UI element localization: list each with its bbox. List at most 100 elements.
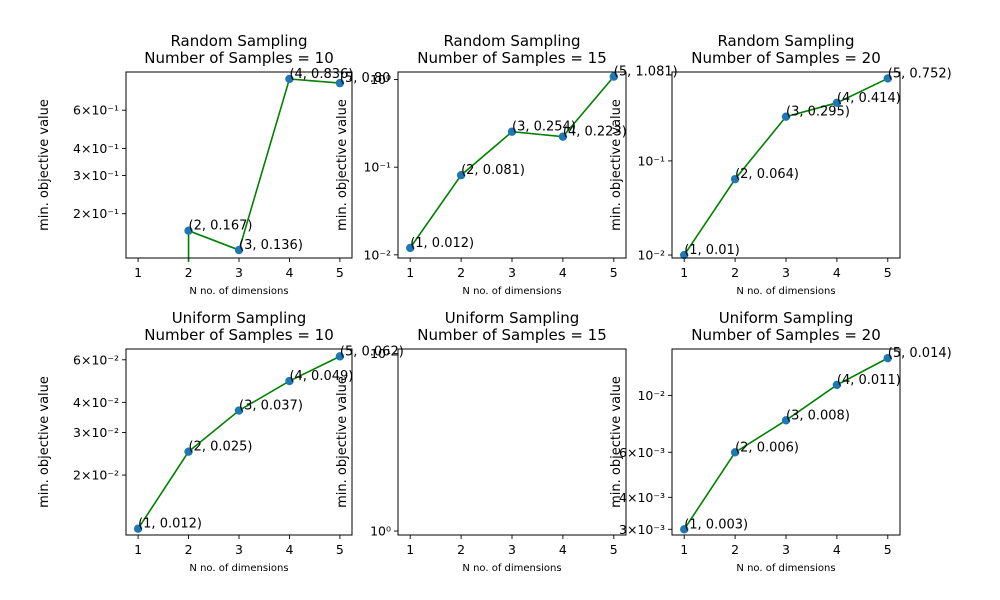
data-point [133,524,143,533]
x-tick-label: 1 [680,542,688,557]
plot-frame [671,348,901,536]
data-point [234,406,244,415]
plot-frame [397,348,627,536]
x-tick-label: 5 [610,265,618,280]
y-tick-label: 3×10⁻¹ [73,168,119,183]
data-label: (2, 0.064) [735,167,799,182]
y-tick-label: 10⁰ [370,524,391,539]
x-tick-label: 5 [336,542,344,557]
y-axis-label: min. objective value [37,99,52,231]
x-tick-label: 2 [731,265,739,280]
x-axis-label: N no. of dimensions [462,563,561,574]
x-tick-label: 1 [406,542,414,557]
data-point [680,525,689,534]
data-point [335,352,345,361]
x-tick-label: 2 [457,265,465,280]
data-label: (2, 0.025) [189,440,253,455]
data-label: (3, 0.254) [512,120,576,135]
data-label: (5, 0.80 [340,71,391,86]
x-tick-label: 4 [285,265,293,280]
y-tick-label: 6×10⁻¹ [73,103,119,118]
data-label: (4, 0.414) [837,91,901,106]
data-label: (3, 0.008) [786,408,850,423]
data-point [781,112,791,121]
y-axis-label: min. objective value [335,376,350,508]
data-label: (5, 0.752) [888,66,952,81]
y-tick-label: 10⁻² [637,388,665,403]
y-axis-label: min. objective value [335,99,350,231]
data-point [730,174,740,184]
x-tick-label: 4 [833,542,841,557]
y-tick-label: 6×10⁻² [73,352,119,367]
y-tick-label: 2×10⁻² [73,468,119,483]
x-tick-label: 2 [731,542,739,557]
data-point [883,353,892,363]
y-tick-label: 3×10⁻³ [619,522,665,537]
data-label: (1, 0.012) [410,236,474,251]
x-tick-label: 5 [336,265,344,280]
data-point [406,243,415,253]
y-tick-label: 10¹ [370,346,391,361]
x-axis-label: N no. of dimensions [462,286,561,297]
data-point [883,74,892,83]
subplot-title: Uniform Sampling Number of Samples = 10 [144,309,334,344]
y-axis-label: min. objective value [609,99,624,231]
x-tick-label: 2 [185,542,193,557]
y-tick-label: 10⁻¹ [637,153,665,168]
data-label: (5, 0.014) [888,346,952,361]
data-label: (3, 0.037) [239,399,303,414]
subplot-title: Random Sampling Number of Samples = 20 [691,32,881,67]
x-axis-label: N no. of dimensions [736,286,835,297]
data-label: (4, 0.836) [289,67,353,82]
data-label: (2, 0.081) [461,163,525,178]
data-point [558,132,568,141]
data-label: (4, 0.011) [837,373,901,388]
y-tick-label: 3×10⁻² [73,425,119,440]
x-tick-label: 1 [680,265,688,280]
subplot-6: Uniform Sampling Number of Samples = 20 mi… [609,309,952,574]
data-label: (1, 0.012) [138,517,202,532]
data-label: (1, 0.01) [684,243,740,258]
data-point [285,376,294,386]
data-label: (1, 0.003) [684,517,748,532]
data-point [781,416,791,425]
data-point [285,74,294,84]
data-label: (5, 1.081) [614,65,678,80]
y-axis-label: min. objective value [37,376,52,508]
x-tick-label: 4 [559,265,567,280]
x-tick-label: 3 [508,542,516,557]
y-tick-label: 4×10⁻³ [619,490,665,505]
data-label: (4, 0.223) [563,125,627,140]
subplot-5: Uniform Sampling Number of Samples = 15mi… [335,309,627,574]
data-label: (2, 0.167) [189,219,253,234]
plot-frame [125,71,353,259]
y-tick-label: 2×10⁻¹ [73,206,119,221]
y-tick-label: 10⁻² [363,247,391,262]
x-tick-label: 1 [134,542,142,557]
data-point [507,127,517,136]
x-tick-label: 3 [235,265,243,280]
data-label: (3, 0.295) [786,105,850,120]
x-axis-label: N no. of dimensions [189,286,288,297]
x-tick-label: 4 [833,265,841,280]
y-tick-label: 6×10⁻³ [619,445,665,460]
x-tick-label: 2 [185,265,193,280]
data-label: (5, 0.062) [340,344,404,359]
plot-frame [397,71,627,259]
data-point [832,98,842,108]
data-point [456,171,466,180]
x-tick-label: 5 [884,265,892,280]
y-tick-label: 4×10⁻¹ [73,141,119,156]
x-tick-label: 2 [457,542,465,557]
plot-frame [671,71,901,259]
subplot-4: Uniform Sampling Number of Samples = 10mi… [37,309,404,574]
subplot-3: Random Sampling Number of Samples = 20 min… [609,32,952,297]
data-point [609,72,618,81]
x-axis-label: N no. of dimensions [189,563,288,574]
x-axis-label: N no. of dimensions [736,563,835,574]
x-tick-label: 3 [508,265,516,280]
x-tick-label: 3 [782,542,790,557]
x-tick-label: 1 [406,265,414,280]
subplot-title: Random Sampling Number of Samples = 10 [144,32,334,67]
x-tick-label: 5 [610,542,618,557]
